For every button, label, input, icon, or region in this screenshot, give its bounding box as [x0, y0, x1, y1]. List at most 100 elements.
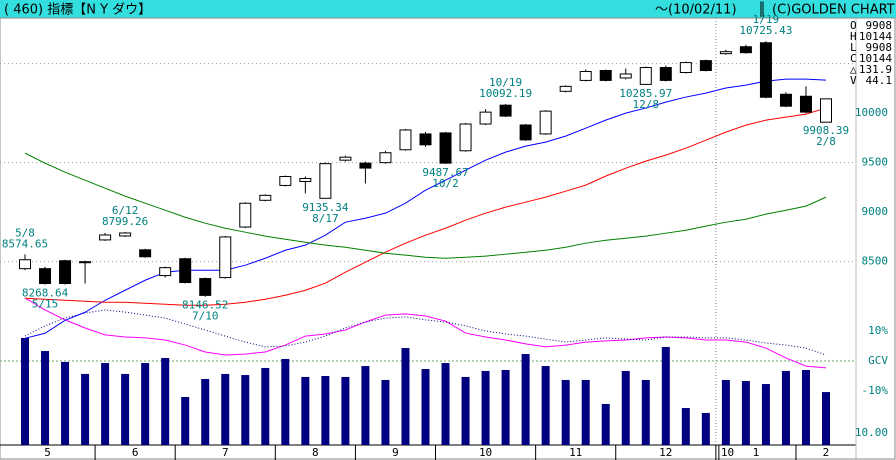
- y-tick-label: 10000: [855, 106, 888, 119]
- info-label: O: [850, 19, 857, 32]
- volume-bar: [461, 376, 470, 445]
- candle-body: [159, 267, 172, 277]
- volume-bar: [561, 379, 570, 445]
- candle-body: [99, 234, 112, 241]
- candle-body: [679, 62, 692, 73]
- volume-bar: [181, 396, 190, 445]
- candle-body: [199, 278, 212, 296]
- volume-bar: [661, 346, 670, 445]
- x-tick-label: 7: [222, 446, 229, 459]
- x-tick-label: 11: [569, 446, 582, 459]
- volume-bar: [681, 408, 690, 445]
- volume-bar: [281, 358, 290, 445]
- annotation-value: 8146.52: [182, 299, 228, 312]
- candle-body: [759, 42, 772, 98]
- volume-bar: [601, 403, 610, 445]
- info-value: 44.1: [866, 74, 893, 87]
- annotation-date: 10/2: [432, 177, 459, 190]
- volume-bar: [721, 379, 730, 445]
- annotation-value: 10725.43: [739, 24, 792, 37]
- candle-body: [559, 85, 572, 92]
- candle-body: [799, 95, 812, 113]
- candle-body: [719, 51, 732, 55]
- candle-body: [19, 259, 31, 270]
- volume-bar: [121, 373, 130, 445]
- copyright: (C)GOLDEN CHART: [772, 3, 895, 18]
- volume-bar: [421, 369, 430, 445]
- y-tick-label: 9000: [862, 205, 889, 218]
- x-tick-label: 12: [659, 446, 672, 459]
- info-label: C: [850, 52, 857, 65]
- volume-bar: [521, 354, 530, 445]
- volume-bar: [541, 366, 550, 445]
- separator: ║: [758, 1, 766, 18]
- candle-body: [659, 67, 672, 81]
- annotation-value: 10285.97: [619, 87, 672, 100]
- annotation-value: 8268.64: [22, 287, 69, 300]
- candle-body: [579, 70, 592, 81]
- annotation-value: 8799.26: [102, 215, 148, 228]
- info-value: 9908: [866, 41, 893, 54]
- volume-bar: [741, 381, 750, 445]
- candle-body: [39, 268, 52, 285]
- candle-body: [599, 70, 612, 81]
- volume-tick-label: 10.00: [855, 426, 888, 439]
- candle-body: [219, 236, 232, 279]
- osc-tick-label: GCV: [868, 354, 888, 367]
- candle-body: [259, 194, 272, 201]
- candle-body: [79, 261, 92, 264]
- volume-bar: [361, 366, 370, 445]
- volume-bar: [501, 369, 510, 445]
- volume-bar: [61, 361, 70, 445]
- volume-bar: [621, 370, 630, 445]
- candle-body: [139, 249, 152, 258]
- annotation-value: 9487.67: [422, 166, 468, 179]
- volume-bar: [381, 379, 390, 445]
- info-value: 10144: [859, 52, 892, 65]
- candle-body: [820, 98, 832, 123]
- candle-body: [699, 60, 712, 72]
- annotation-value: 9135.34: [302, 201, 349, 214]
- candle-body: [779, 93, 792, 107]
- candle-body: [359, 162, 372, 169]
- annotation-date: 12/8: [633, 98, 660, 111]
- candle-body: [59, 260, 72, 285]
- annotation-value: 9908.39: [803, 124, 849, 137]
- header-bar: [0, 0, 896, 18]
- volume-bar: [822, 392, 830, 445]
- volume-bar: [101, 363, 110, 445]
- volume-bar: [241, 375, 250, 445]
- volume-bar: [441, 363, 450, 445]
- candle-body: [179, 258, 192, 284]
- volume-bar: [761, 384, 770, 445]
- volume-bar: [481, 370, 490, 445]
- annotation-date: 10/19: [489, 76, 522, 89]
- volume-bar: [301, 376, 310, 445]
- annotation-date: 1/19: [753, 13, 780, 26]
- line-series: [24, 297, 827, 369]
- osc-tick-label: 10%: [868, 324, 888, 337]
- candle-body: [639, 67, 652, 85]
- info-value: 9908: [866, 19, 893, 32]
- volume-bar: [201, 378, 210, 445]
- x-tick-label: 10: [479, 446, 492, 459]
- year-label: 10: [721, 446, 734, 459]
- annotation-date: 5/8: [15, 226, 35, 239]
- volume-bar: [21, 337, 29, 445]
- date-label: ～(10/02/11): [655, 3, 737, 18]
- volume-bar: [41, 351, 50, 445]
- candle-body: [479, 111, 492, 125]
- candle-body: [399, 129, 412, 151]
- candle-body: [119, 232, 132, 237]
- candle-body: [239, 202, 252, 228]
- annotation-date: 2/8: [816, 135, 836, 148]
- x-tick-label: 1: [753, 446, 760, 459]
- candle-body: [279, 176, 292, 186]
- annotation-date: 8/17: [312, 212, 339, 225]
- volume-bar: [221, 373, 230, 445]
- info-value: 10144: [859, 30, 892, 43]
- x-tick-label: 8: [312, 446, 319, 459]
- info-label: △: [850, 63, 857, 76]
- volume-bar: [781, 370, 790, 445]
